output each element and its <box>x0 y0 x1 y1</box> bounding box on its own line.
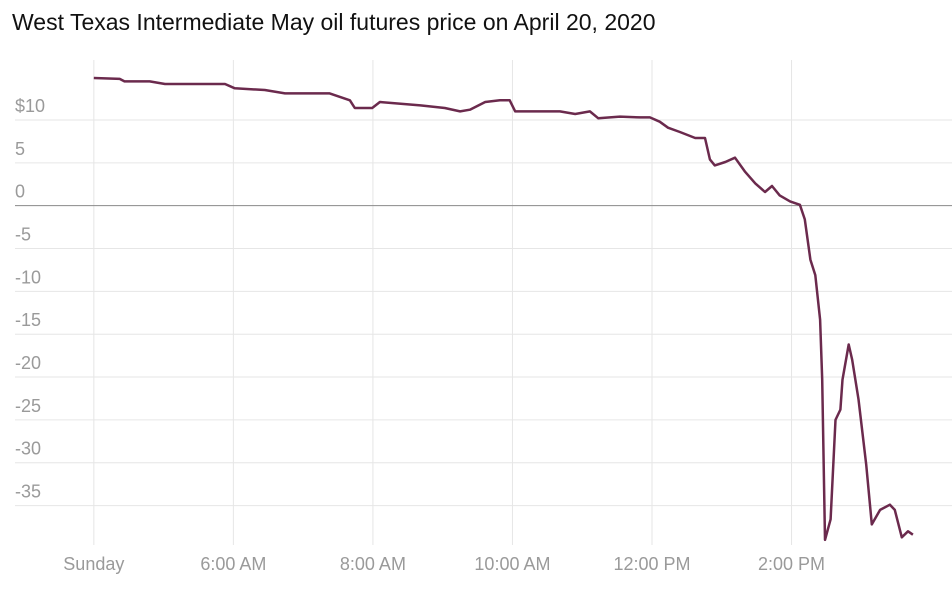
y-tick-label: -20 <box>15 353 41 373</box>
y-tick-label: $10 <box>15 96 45 116</box>
y-tick-label: -30 <box>15 439 41 459</box>
x-tick-label: 8:00 AM <box>340 554 406 574</box>
y-tick-label: -5 <box>15 225 31 245</box>
y-tick-label: -15 <box>15 310 41 330</box>
y-tick-label: -25 <box>15 396 41 416</box>
y-tick-label: -35 <box>15 482 41 502</box>
y-tick-label: 5 <box>15 139 25 159</box>
x-tick-label: 12:00 PM <box>613 554 690 574</box>
x-tick-label: 6:00 AM <box>200 554 266 574</box>
x-tick-label: 10:00 AM <box>474 554 550 574</box>
x-tick-label: Sunday <box>63 554 124 574</box>
price-line <box>93 76 914 542</box>
x-tick-label: 2:00 PM <box>758 554 825 574</box>
chart-title: West Texas Intermediate May oil futures … <box>12 9 655 35</box>
y-tick-label: 0 <box>15 182 25 202</box>
y-tick-label: -10 <box>15 267 41 287</box>
